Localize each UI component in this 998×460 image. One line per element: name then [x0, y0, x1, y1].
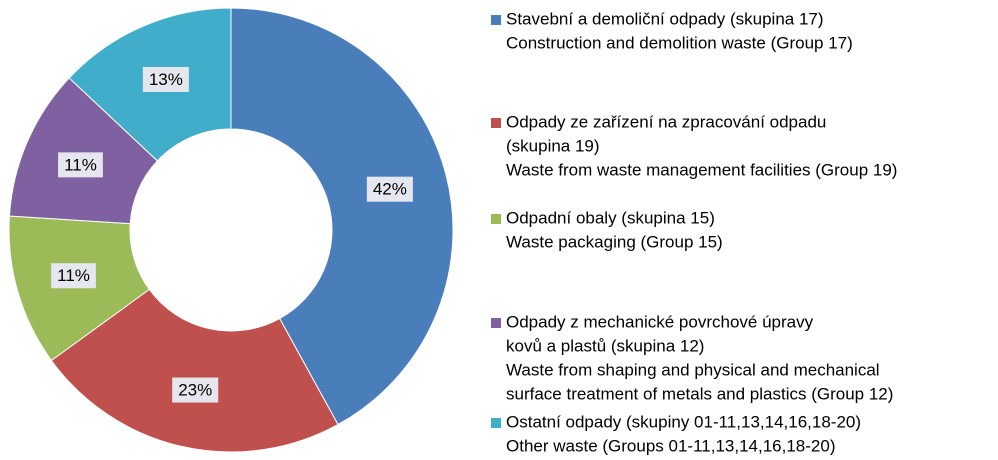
- legend-label: Ostatní odpady (skupiny 01-11,13,14,16,1…: [506, 412, 861, 431]
- legend-label: Odpady z mechanické povrchové úpravy: [506, 312, 814, 331]
- legend-label: Stavební a demoliční odpady (skupina 17): [506, 9, 824, 28]
- legend-label: (skupina 19): [506, 136, 600, 155]
- legend-label: Waste from shaping and physical and mech…: [506, 360, 880, 379]
- data-label: 42%: [373, 180, 407, 199]
- legend-label: kovů a plastů (skupina 12): [506, 336, 704, 355]
- legend-label: Waste from waste management facilities (…: [506, 160, 897, 179]
- legend-label: Odpadní obaly (skupina 15): [506, 208, 715, 227]
- legend-label: Other waste (Groups 01-11,13,14,16,18-20…: [506, 436, 835, 455]
- legend-label: Construction and demolition waste (Group…: [506, 33, 853, 52]
- slice: [50, 288, 339, 453]
- data-label-box: [172, 377, 219, 403]
- data-label-box: [142, 66, 189, 92]
- data-label: 11%: [64, 155, 97, 174]
- legend-swatch: [491, 318, 501, 328]
- legend-swatch: [491, 118, 501, 128]
- data-label-box: [366, 176, 413, 202]
- legend-label: Odpady ze zařízení na zpracování odpadu: [506, 112, 826, 131]
- slice: [230, 7, 454, 426]
- legend-swatch: [491, 15, 501, 25]
- data-label-box: [51, 263, 96, 289]
- data-label: 13%: [149, 70, 183, 89]
- data-label: 11%: [57, 266, 90, 285]
- legend-swatch: [491, 214, 501, 224]
- legend-swatch: [491, 418, 501, 428]
- data-label: 23%: [178, 381, 212, 400]
- data-label-box: [58, 152, 103, 178]
- legend-label: Waste packaging (Group 15): [506, 232, 723, 251]
- legend-label: surface treatment of metals and plastics…: [506, 384, 893, 403]
